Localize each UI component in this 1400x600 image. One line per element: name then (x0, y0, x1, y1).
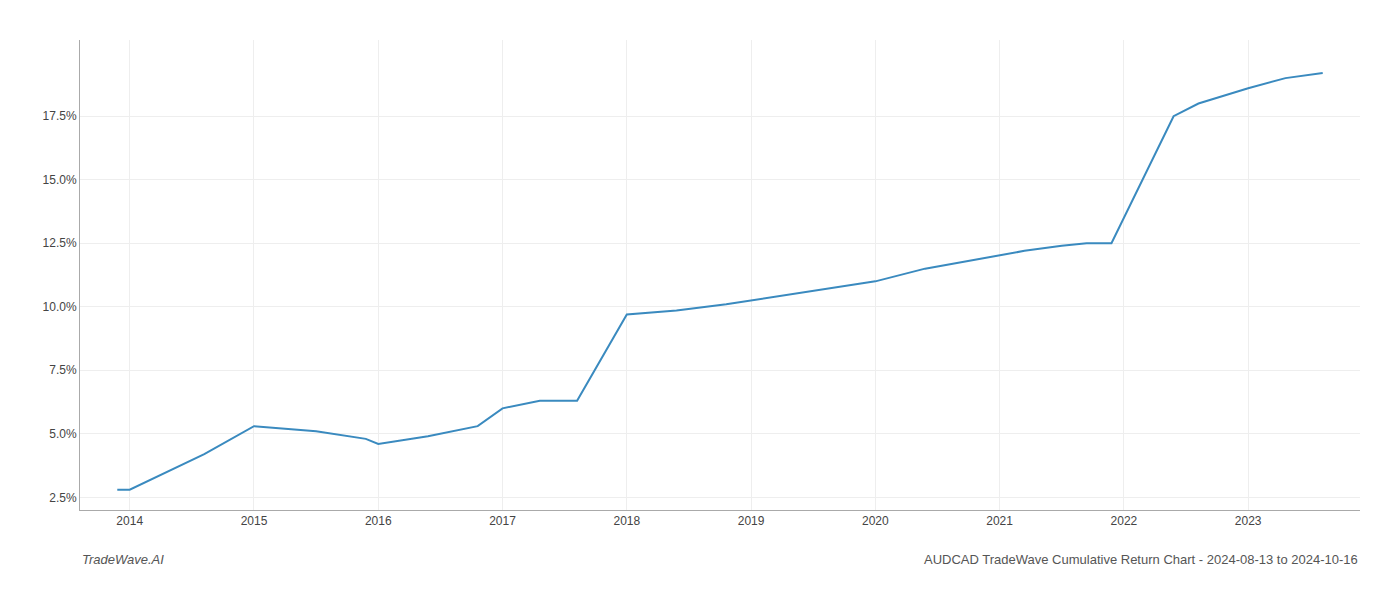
svg-text:2022: 2022 (1111, 514, 1138, 528)
svg-text:2016: 2016 (365, 514, 392, 528)
svg-text:2014: 2014 (116, 514, 143, 528)
svg-text:12.5%: 12.5% (43, 236, 77, 250)
svg-text:TradeWave.AI: TradeWave.AI (82, 552, 164, 567)
svg-text:15.0%: 15.0% (43, 173, 77, 187)
svg-text:2018: 2018 (613, 514, 640, 528)
svg-text:AUDCAD TradeWave Cumulative Re: AUDCAD TradeWave Cumulative Return Chart… (924, 552, 1358, 567)
svg-text:17.5%: 17.5% (43, 109, 77, 123)
svg-text:2019: 2019 (738, 514, 765, 528)
svg-text:2023: 2023 (1235, 514, 1262, 528)
svg-text:2017: 2017 (489, 514, 516, 528)
svg-text:10.0%: 10.0% (43, 300, 77, 314)
svg-text:7.5%: 7.5% (49, 363, 77, 377)
svg-text:2021: 2021 (986, 514, 1013, 528)
svg-text:5.0%: 5.0% (49, 427, 77, 441)
svg-text:2015: 2015 (241, 514, 268, 528)
svg-text:2020: 2020 (862, 514, 889, 528)
svg-text:2.5%: 2.5% (49, 491, 77, 505)
